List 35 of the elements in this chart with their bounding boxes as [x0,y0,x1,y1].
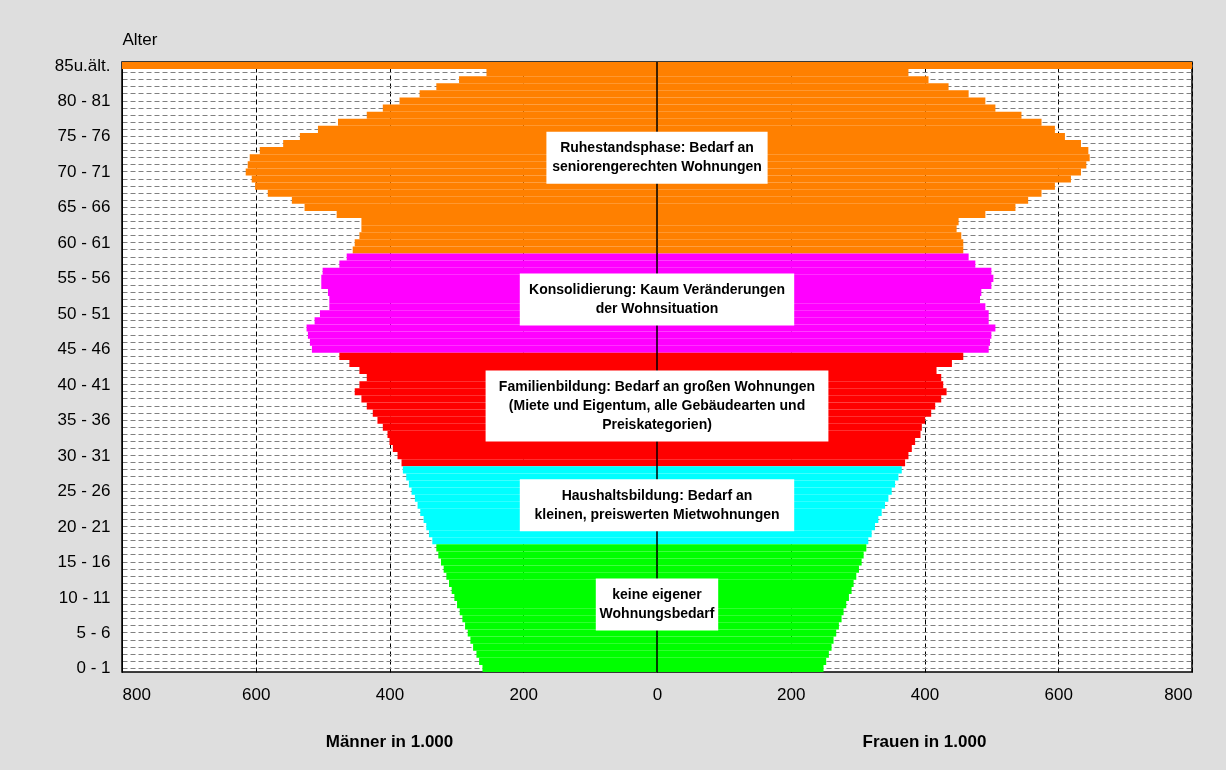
x-tick-label: 600 [1044,684,1073,704]
x-tick-label: 800 [122,684,151,704]
y-tick-label: 50 - 51 [57,303,111,323]
y-tick-label: 35 - 36 [57,410,111,430]
y-tick-label: 70 - 71 [57,161,111,181]
y-tick-label: 25 - 26 [57,481,111,501]
y-tick-label: 40 - 41 [57,374,111,394]
x-tick-label: 800 [1164,684,1193,704]
text: Frauen in 1.000 [862,732,987,751]
x-tick-label: 400 [910,684,940,704]
annotation: Konsolidierung: Kaum Veränderungen der Wohnsituation [529,281,785,317]
annotation: keine eigener Wohnungsbedarf [599,586,715,622]
x-tick-label: 200 [509,684,538,704]
annotation: Familienbildung: Bedarf an großen Wohnungen (Miete und Eigentum, alle Gebäudearten und Preiskategorien) [498,378,816,433]
y-tick-label: 65 - 66 [57,197,111,217]
y-tick-label: 75 - 76 [57,126,111,146]
annotation: Ruhestandsphase: Bedarf an seniorengerechten Wohnungen [552,139,762,175]
y-tick-label: 0 - 1 [76,658,111,678]
annotation: Haushaltsbildung: Bedarf an kleinen, preiswerten Mietwohnungen [534,486,780,522]
y-tick-label: 5 - 6 [76,622,111,642]
y-tick-label: 45 - 46 [57,339,111,359]
y-tick-label: 20 - 21 [57,516,111,536]
x-tick-label: 200 [777,684,806,704]
x-tick-label: 0 [652,684,663,704]
y-tick-label: 30 - 31 [57,445,111,465]
y-tick-label: 55 - 56 [57,268,111,288]
y-tick-label: 15 - 16 [57,552,111,572]
y-tick-label: 60 - 61 [57,232,111,252]
y-axis-title: Alter [122,29,158,49]
y-tick-label: 85u.ält. [54,55,111,75]
y-tick-label: 80 - 81 [57,91,111,111]
x-tick-label: 400 [375,684,405,704]
x-tick-label: 600 [242,684,271,704]
text: Männer in 1.000 [325,732,454,751]
y-tick-label: 10 - 11 [58,587,111,607]
